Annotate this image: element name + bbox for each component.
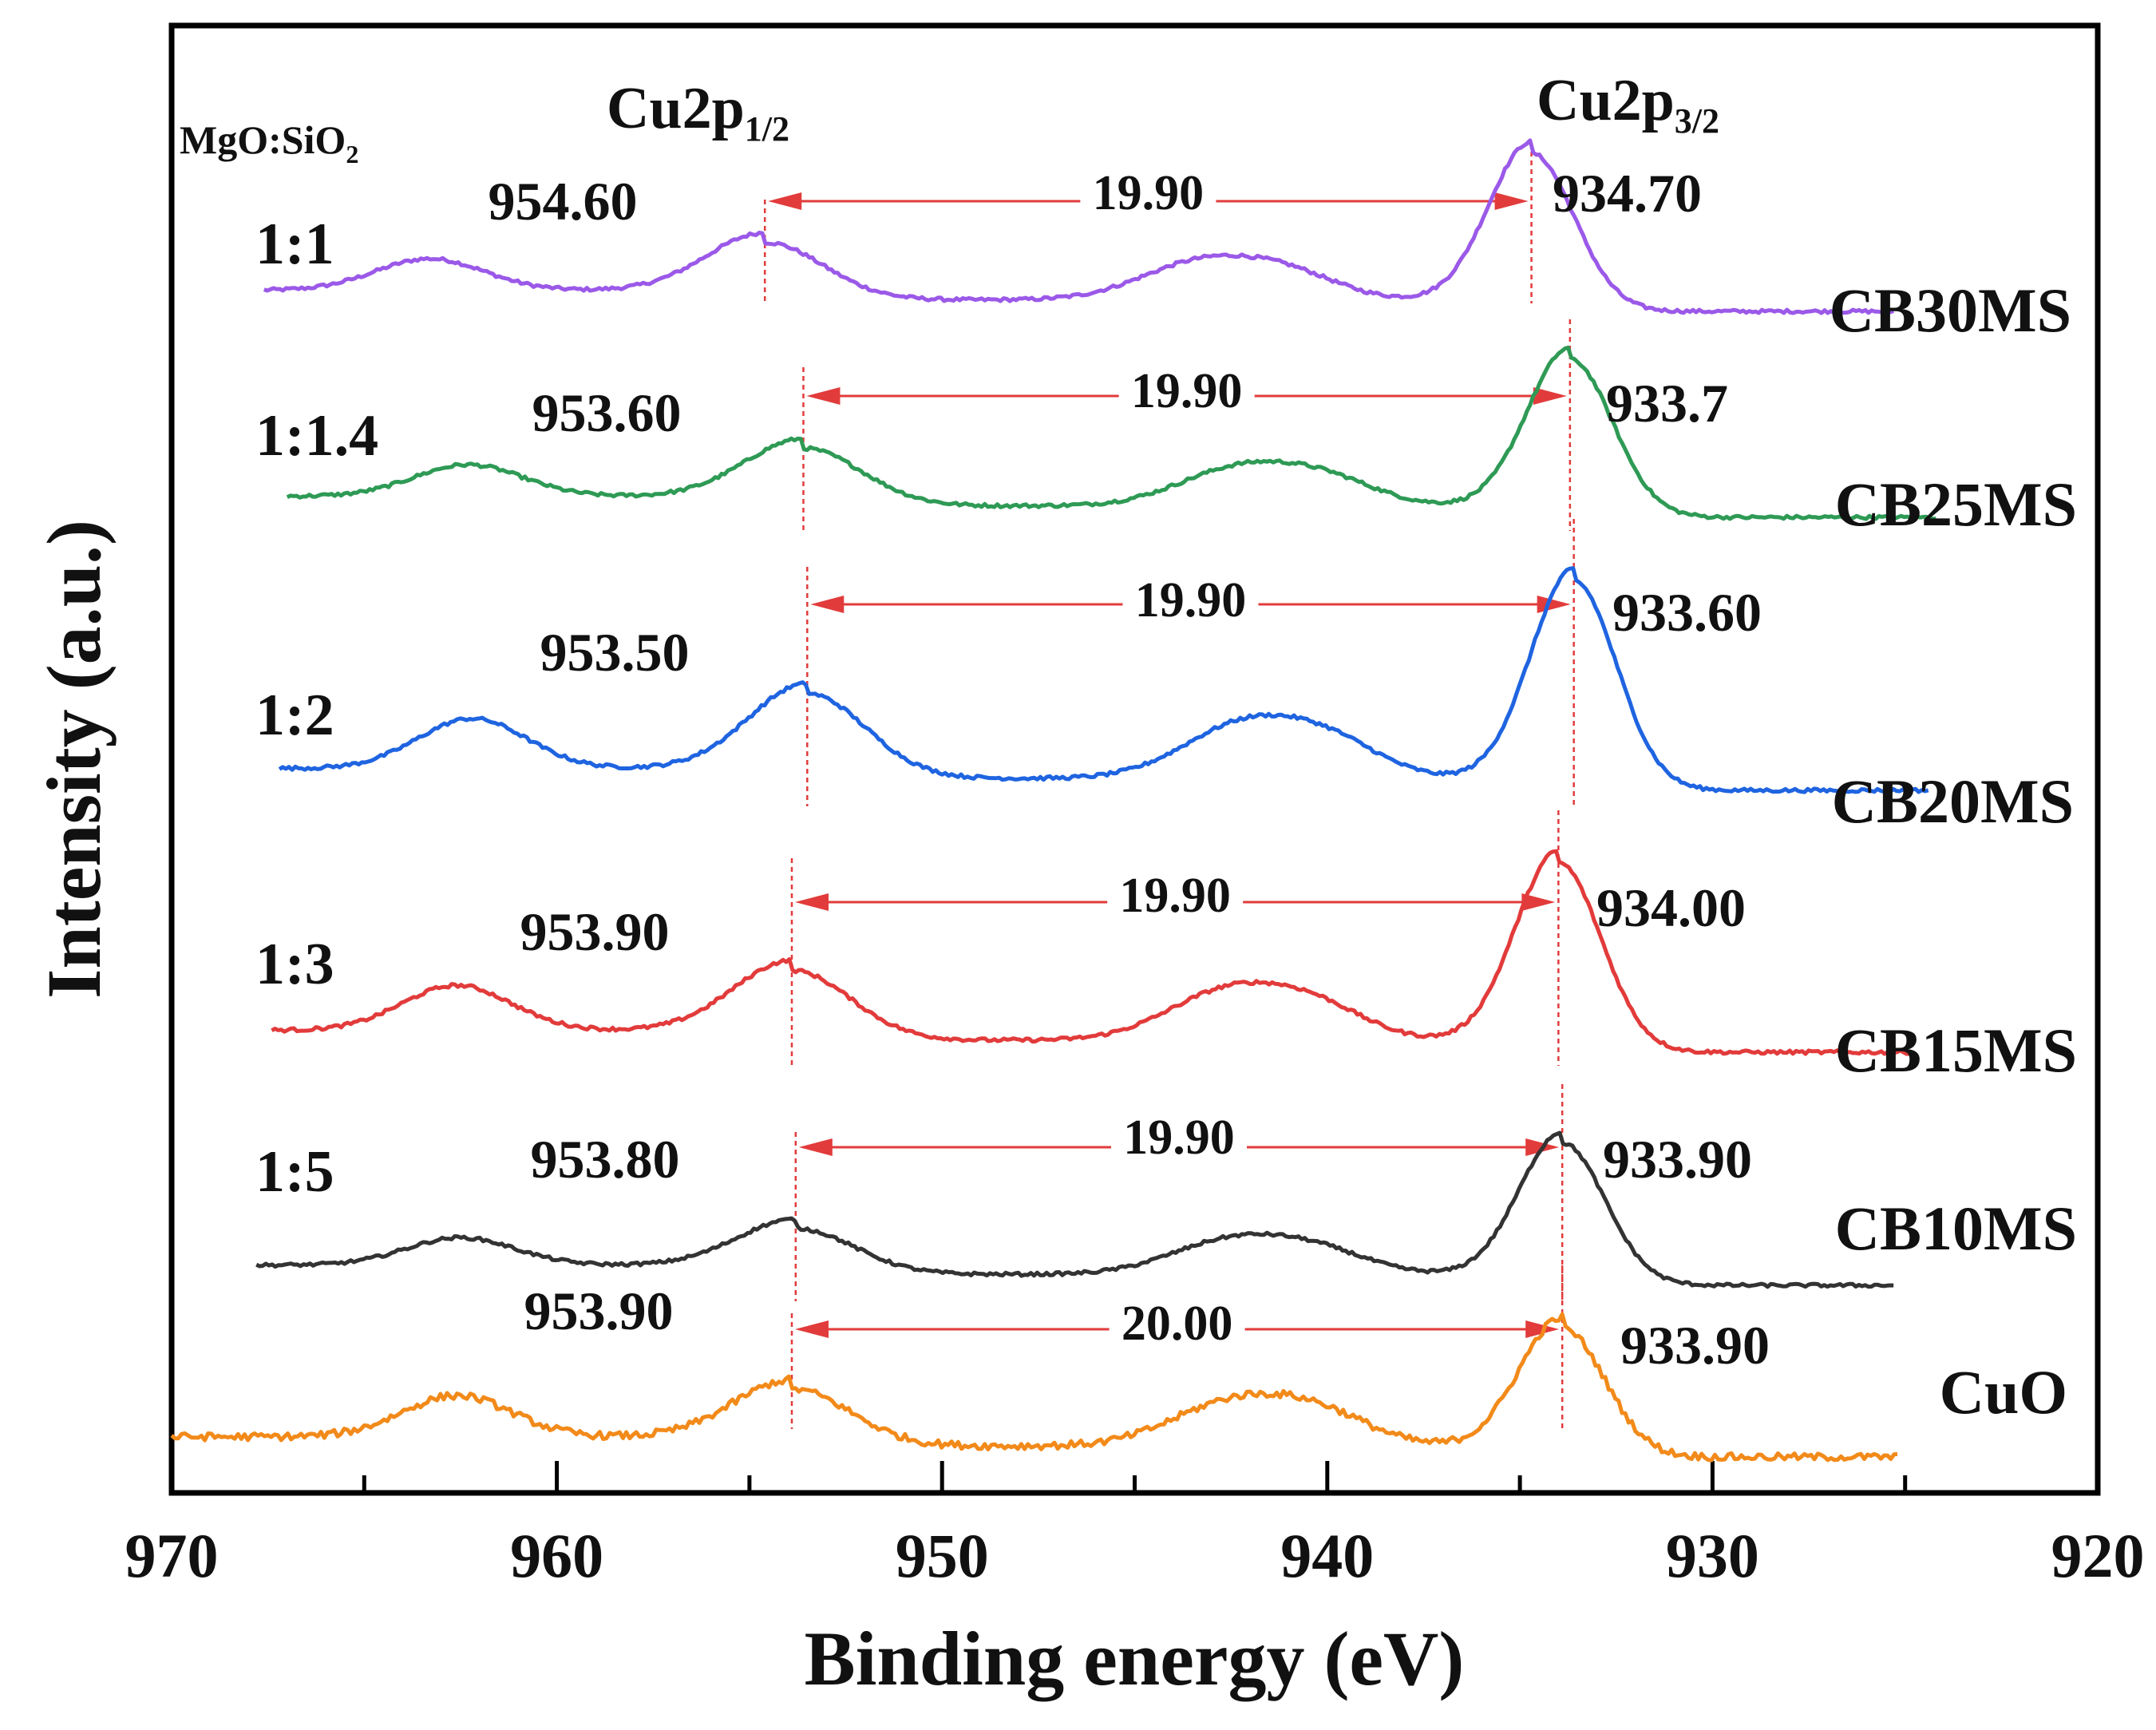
curve-CB15MS <box>271 849 1914 1056</box>
arrow-head-right-CB30MS <box>1494 192 1529 210</box>
curve-CB25MS <box>286 345 1936 521</box>
ratio-header: MgO:SiO2 <box>180 117 358 168</box>
separation-bg-CB15MS <box>1107 870 1244 920</box>
x-tick-label-940: 940 <box>1280 1521 1374 1590</box>
x-tick-label-920: 920 <box>2051 1521 2145 1590</box>
arrow-head-right-CB15MS <box>1521 893 1556 911</box>
sample-label-CB15MS: CB15MS <box>1835 1015 2077 1085</box>
ratio-label-CB10MS: 1:5 <box>255 1139 334 1205</box>
sample-label-CB10MS: CB10MS <box>1835 1194 2077 1263</box>
separation-bg-CuO <box>1109 1298 1245 1348</box>
peak-label-3-2-CB10MS: 933.90 <box>1603 1129 1752 1190</box>
curve-CB30MS <box>263 138 1894 315</box>
separation-bg-CB25MS <box>1118 366 1255 415</box>
separation-bg-CB10MS <box>1110 1112 1247 1162</box>
sample-label-CB30MS: CB30MS <box>1830 275 2071 345</box>
peak-label-3-2-CB30MS: 934.70 <box>1553 163 1702 224</box>
separation-bg-CB20MS <box>1122 575 1259 624</box>
arrow-head-left-CB10MS <box>798 1138 833 1156</box>
x-tick-label-970: 970 <box>125 1521 219 1590</box>
ratio-label-CB20MS: 1:2 <box>255 683 334 748</box>
peak-label-1-2-CB30MS: 954.60 <box>489 171 638 232</box>
separation-label-CB20MS: 19.90 <box>1135 573 1247 627</box>
ratio-label-CB25MS: 1:1.4 <box>255 403 378 469</box>
curve-CB10MS <box>255 1130 1894 1289</box>
separation-label-CB25MS: 19.90 <box>1131 364 1243 418</box>
peak-header-cu2p-1-2: Cu2p1/2 <box>607 76 789 148</box>
separation-label-CB15MS: 19.90 <box>1119 869 1231 923</box>
ratio-label-CB15MS: 1:3 <box>255 932 334 997</box>
arrow-head-left-CB15MS <box>794 893 829 911</box>
x-axis-ticks <box>169 1461 2100 1493</box>
peak-label-1-2-CuO: 953.90 <box>524 1281 674 1341</box>
peak-label-3-2-CuO: 933.90 <box>1620 1315 1770 1376</box>
chart-texts: 19.90 954.60 934.70 CB30MS 1:1 19.90 953.60 933… <box>255 163 2077 1427</box>
sample-label-CB20MS: CB20MS <box>1832 766 2074 836</box>
peak-label-1-2-CB10MS: 953.80 <box>531 1129 680 1190</box>
arrow-head-right-CB20MS <box>1537 596 1571 613</box>
separation-label-CB30MS: 19.90 <box>1093 166 1205 220</box>
ratio-label-CB30MS: 1:1 <box>255 212 334 277</box>
y-axis-title: Intensity (a.u.) <box>31 520 117 999</box>
peak-label-3-2-CB15MS: 934.00 <box>1596 877 1746 938</box>
x-tick-label-950: 950 <box>896 1521 989 1590</box>
curve-CB20MS <box>278 566 1929 794</box>
x-axis-title: Binding energy (eV) <box>805 1616 1465 1701</box>
annotations <box>763 152 1575 1429</box>
curve-CuO <box>170 1312 1898 1463</box>
peak-label-3-2-CB25MS: 933.7 <box>1606 373 1728 433</box>
sample-label-CuO: CuO <box>1940 1357 2067 1427</box>
peak-label-1-2-CB25MS: 953.60 <box>532 382 682 443</box>
sample-label-CB25MS: CB25MS <box>1835 469 2077 539</box>
x-tick-label-930: 930 <box>1666 1521 1759 1590</box>
separation-label-CuO: 20.00 <box>1122 1297 1233 1351</box>
separation-label-CB10MS: 19.90 <box>1123 1110 1235 1165</box>
peak-header-cu2p-3-2: Cu2p3/2 <box>1537 68 1719 141</box>
arrow-head-left-CB25MS <box>806 387 841 405</box>
arrow-head-right-CB25MS <box>1533 387 1567 405</box>
arrow-head-left-CB20MS <box>810 596 845 613</box>
plot-frame <box>168 22 2101 1496</box>
arrow-head-left-CB30MS <box>768 192 802 210</box>
arrow-head-left-CuO <box>794 1320 829 1338</box>
peak-label-1-2-CB15MS: 953.90 <box>520 901 670 962</box>
x-tick-label-960: 960 <box>510 1521 603 1590</box>
peak-label-3-2-CB20MS: 933.60 <box>1612 582 1762 643</box>
peak-label-1-2-CB20MS: 953.50 <box>540 622 690 683</box>
separation-bg-CB30MS <box>1080 168 1216 217</box>
series-curves <box>170 138 1936 1463</box>
x-axis-tick-labels: 970 960 950 940 930 920 <box>125 1521 2145 1590</box>
